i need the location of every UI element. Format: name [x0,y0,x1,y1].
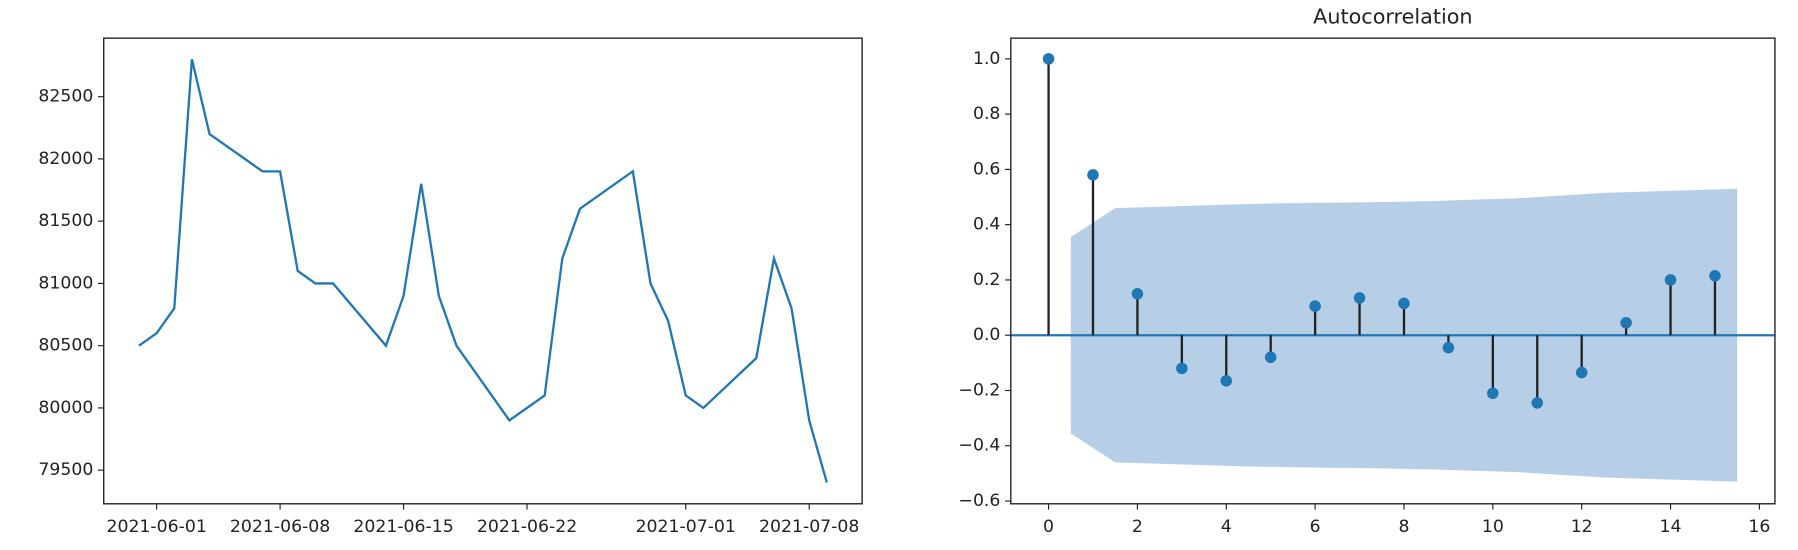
stem-marker [1176,362,1188,375]
y-tick-label: 82500 [38,87,93,107]
stem-marker [1353,292,1366,304]
plot-frame [1010,37,1776,505]
y-tick-label: 1.0 [973,49,1000,69]
y-tick-label: 80500 [38,336,93,356]
x-tick-label: 0 [1043,517,1054,537]
y-tick-label: −0.2 [958,380,1000,400]
chart-title: Autocorrelation [1313,4,1472,28]
y-tick-label: 0.4 [973,215,1000,235]
y-tick-label: 0.0 [973,325,1000,345]
y-tick-label: 79500 [38,460,93,480]
x-tick-label: 8 [1398,517,1409,537]
stem-marker [1042,53,1055,65]
y-tick-label: 82000 [38,149,93,169]
y-tick-label: 80000 [38,398,93,418]
stem-marker [1664,274,1677,286]
x-tick-label: 2021-06-01 [106,517,206,537]
x-tick-label: 10 [1482,517,1504,537]
stem-marker [1309,300,1321,312]
y-tick-label: 0.8 [973,104,1000,124]
x-tick-label: 12 [1571,517,1593,537]
x-tick-label: 2021-06-15 [353,517,453,537]
stem-marker [1087,169,1099,181]
x-tick-label: 6 [1310,517,1321,537]
stem-marker [1442,341,1455,354]
stem-marker [1487,387,1499,400]
x-tick-label: 16 [1748,517,1770,537]
stem-marker [1575,366,1588,379]
x-tick-label: 2 [1132,517,1143,537]
x-tick-label: 4 [1221,517,1232,537]
x-tick-label: 2021-06-08 [230,517,330,537]
stem-marker [1531,397,1544,409]
y-tick-label: −0.6 [958,491,1000,511]
y-tick-label: 0.2 [973,270,1000,290]
stem-marker [1398,297,1410,310]
y-tick-label: 0.6 [973,159,1000,179]
x-tick-label: 2021-07-08 [759,517,859,537]
x-tick-label: 2021-06-22 [477,517,577,537]
stem-marker [1220,375,1233,387]
y-tick-label: 81000 [38,273,93,293]
x-tick-label: 14 [1660,517,1682,537]
stem-marker [1709,270,1721,282]
stem-marker [1620,317,1632,329]
stem-marker [1131,288,1144,300]
line [138,59,828,483]
stem-marker [1264,351,1277,364]
x-tick-label: 2021-07-01 [636,517,736,537]
y-tick-label: 81500 [38,211,93,231]
plot-frame [103,37,863,505]
y-tick-label: −0.4 [958,436,1000,456]
